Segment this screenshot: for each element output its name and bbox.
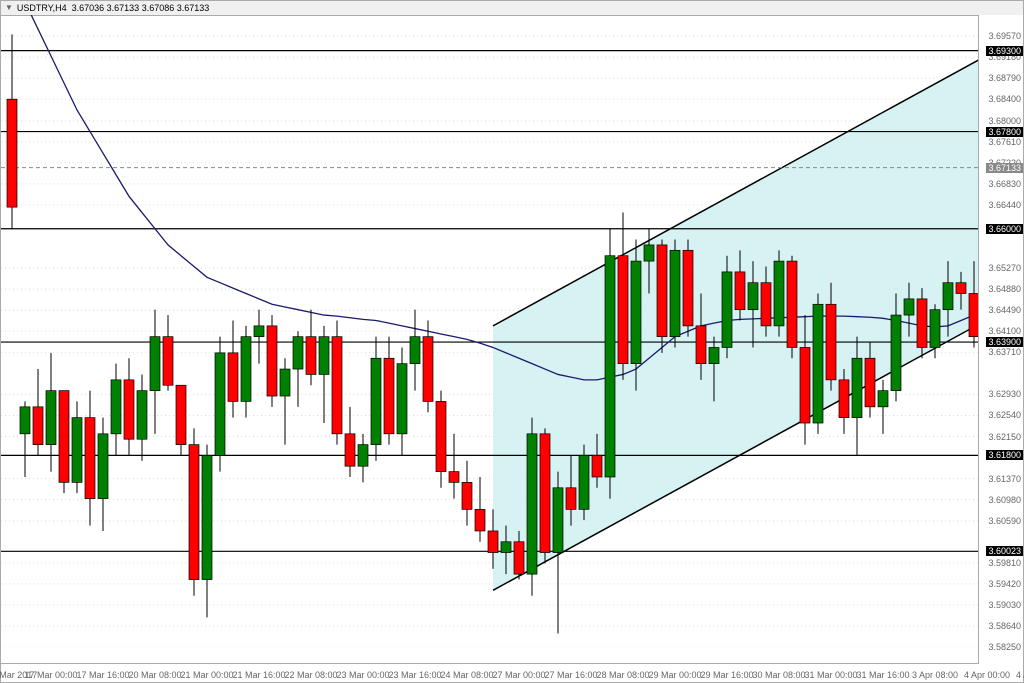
plot-area[interactable]	[1, 15, 979, 665]
y-tick-label: 3.60980	[988, 495, 1021, 505]
symbol-label: USDTRY,H4	[17, 1, 67, 15]
y-tick-label: 3.69570	[988, 31, 1021, 41]
y-tick-label: 3.62150	[988, 432, 1021, 442]
y-tick-label: 3.63710	[988, 347, 1021, 357]
x-tick-label: 31 Mar 00:00	[804, 670, 857, 680]
ohlc-label: 3.67036 3.67133 3.67086 3.67133	[72, 1, 210, 15]
y-tick-label: 3.62930	[988, 389, 1021, 399]
y-tick-label: 3.61370	[988, 474, 1021, 484]
x-tick-label: 28 Mar 08:00	[596, 670, 649, 680]
chart-svg	[1, 15, 979, 647]
x-tick-label: 27 Mar 00:00	[492, 670, 545, 680]
y-tick-label: 3.59420	[988, 579, 1021, 589]
x-axis: 16 Mar 201717 Mar 00:0017 Mar 16:0020 Ma…	[1, 663, 979, 682]
x-tick-label: 29 Mar 16:00	[700, 670, 753, 680]
x-tick-label: 24 Mar 08:00	[440, 670, 493, 680]
level-price-tag: 3.60023	[986, 546, 1023, 556]
x-tick-label: 20 Mar 08:00	[128, 670, 181, 680]
chevron-down-icon[interactable]: ▼	[5, 1, 13, 15]
y-tick-label: 3.67610	[988, 137, 1021, 147]
y-tick-label: 3.62540	[988, 410, 1021, 420]
x-tick-label: 29 Mar 00:00	[648, 670, 701, 680]
y-tick-label: 3.66440	[988, 200, 1021, 210]
y-tick-label: 3.65270	[988, 263, 1021, 273]
current-price-tag: 3.67133	[986, 163, 1023, 173]
x-tick-label: 21 Mar 16:00	[232, 670, 285, 680]
x-tick-label: 23 Mar 16:00	[388, 670, 441, 680]
y-tick-label: 3.59810	[988, 558, 1021, 568]
x-tick-label: 30 Mar 08:00	[752, 670, 805, 680]
x-tick-label: 17 Mar 16:00	[76, 670, 129, 680]
y-tick-label: 3.66830	[988, 179, 1021, 189]
x-tick-label: 31 Mar 16:00	[856, 670, 909, 680]
level-price-tag: 3.67800	[986, 127, 1023, 137]
y-tick-label: 3.60590	[988, 516, 1021, 526]
x-tick-label: 27 Mar 16:00	[544, 670, 597, 680]
x-tick-label: 3 Apr 08:00	[912, 670, 958, 680]
title-bar: ▼ USDTRY,H4 3.67036 3.67133 3.67086 3.67…	[1, 1, 1023, 16]
y-tick-label: 3.59030	[988, 600, 1021, 610]
y-axis: 3.695703.691803.687903.684003.680003.676…	[978, 15, 1023, 665]
x-tick-label: 17 Mar 00:00	[24, 670, 77, 680]
chart-container: ▼ USDTRY,H4 3.67036 3.67133 3.67086 3.67…	[0, 0, 1024, 683]
x-tick-label: 23 Mar 00:00	[336, 670, 389, 680]
level-price-tag: 3.63900	[986, 337, 1023, 347]
y-tick-label: 3.58250	[988, 642, 1021, 652]
y-tick-label: 3.68000	[988, 116, 1021, 126]
x-tick-label: 4 Apr 16:00	[1016, 670, 1024, 680]
x-tick-label: 21 Mar 00:00	[180, 670, 233, 680]
x-tick-label: 4 Apr 00:00	[964, 670, 1010, 680]
x-tick-label: 22 Mar 08:00	[284, 670, 337, 680]
y-tick-label: 3.64490	[988, 305, 1021, 315]
y-tick-label: 3.68790	[988, 73, 1021, 83]
level-price-tag: 3.69300	[986, 46, 1023, 56]
y-tick-label: 3.64880	[988, 284, 1021, 294]
level-price-tag: 3.61800	[986, 450, 1023, 460]
y-tick-label: 3.68400	[988, 94, 1021, 104]
level-price-tag: 3.66000	[986, 224, 1023, 234]
y-tick-label: 3.64100	[988, 326, 1021, 336]
y-tick-label: 3.58640	[988, 621, 1021, 631]
